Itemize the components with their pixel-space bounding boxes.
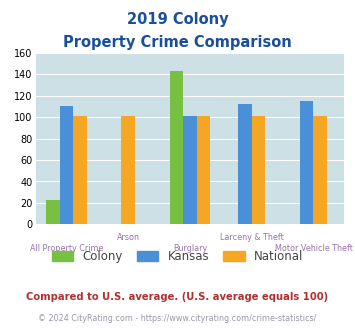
Bar — [238, 104, 252, 224]
Bar — [60, 106, 73, 224]
Bar — [313, 116, 327, 224]
Legend: Colony, Kansas, National: Colony, Kansas, National — [51, 250, 304, 263]
Text: Arson: Arson — [117, 233, 140, 242]
Bar — [121, 116, 135, 224]
Text: © 2024 CityRating.com - https://www.cityrating.com/crime-statistics/: © 2024 CityRating.com - https://www.city… — [38, 314, 317, 323]
Bar — [73, 116, 87, 224]
Text: Larceny & Theft: Larceny & Theft — [220, 233, 284, 242]
Bar — [300, 101, 313, 224]
Text: Compared to U.S. average. (U.S. average equals 100): Compared to U.S. average. (U.S. average … — [26, 292, 329, 302]
Bar — [183, 116, 197, 224]
Text: 2019 Colony: 2019 Colony — [127, 12, 228, 26]
Text: All Property Crime: All Property Crime — [29, 244, 103, 253]
Bar — [46, 200, 60, 224]
Bar — [170, 71, 183, 224]
Text: Burglary: Burglary — [173, 244, 207, 253]
Bar — [252, 116, 265, 224]
Text: Motor Vehicle Theft: Motor Vehicle Theft — [274, 244, 353, 253]
Bar — [197, 116, 210, 224]
Text: Property Crime Comparison: Property Crime Comparison — [63, 35, 292, 50]
